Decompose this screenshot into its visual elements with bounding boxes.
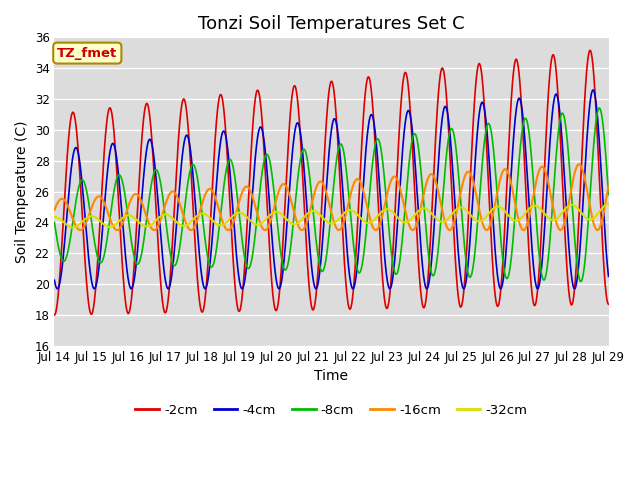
- -8cm: [385, 231, 393, 237]
- -32cm: [170, 216, 177, 222]
- Title: Tonzi Soil Temperatures Set C: Tonzi Soil Temperatures Set C: [198, 15, 465, 33]
- -4cm: [170, 259, 177, 265]
- -4cm: [205, 267, 213, 273]
- -2cm: [205, 241, 213, 247]
- -4cm: [589, 87, 596, 93]
- -32cm: [396, 216, 403, 222]
- -16cm: [396, 182, 403, 188]
- Text: TZ_fmet: TZ_fmet: [57, 47, 117, 60]
- Y-axis label: Soil Temperature (C): Soil Temperature (C): [15, 120, 29, 263]
- X-axis label: Time: Time: [314, 369, 348, 383]
- -16cm: [575, 161, 583, 167]
- -8cm: [396, 263, 403, 268]
- -2cm: [586, 48, 594, 53]
- -2cm: [385, 295, 393, 300]
- Legend: -2cm, -4cm, -8cm, -16cm, -32cm: -2cm, -4cm, -8cm, -16cm, -32cm: [130, 399, 533, 422]
- -2cm: [51, 312, 58, 318]
- -4cm: [164, 286, 172, 292]
- -4cm: [605, 274, 612, 279]
- -16cm: [605, 184, 612, 190]
- Line: -2cm: -2cm: [54, 50, 609, 315]
- -4cm: [552, 91, 560, 97]
- -16cm: [552, 218, 560, 224]
- -32cm: [51, 214, 58, 220]
- -32cm: [552, 216, 560, 222]
- -32cm: [605, 201, 612, 207]
- -32cm: [604, 201, 612, 207]
- -2cm: [169, 228, 177, 234]
- -16cm: [169, 189, 177, 194]
- -8cm: [595, 105, 603, 111]
- Line: -16cm: -16cm: [54, 164, 609, 230]
- -8cm: [205, 260, 213, 266]
- Line: -4cm: -4cm: [54, 90, 609, 289]
- Line: -8cm: -8cm: [54, 108, 609, 281]
- -8cm: [552, 157, 560, 163]
- -8cm: [605, 190, 612, 195]
- -8cm: [605, 192, 612, 198]
- -8cm: [169, 262, 177, 267]
- -8cm: [577, 278, 584, 284]
- -2cm: [396, 130, 403, 136]
- -16cm: [385, 182, 393, 188]
- -32cm: [69, 225, 77, 230]
- -16cm: [205, 186, 213, 192]
- -2cm: [604, 301, 612, 307]
- -4cm: [396, 194, 403, 200]
- -32cm: [205, 215, 213, 220]
- -4cm: [51, 277, 58, 283]
- -32cm: [386, 207, 394, 213]
- -16cm: [593, 227, 601, 233]
- -16cm: [51, 207, 58, 213]
- -4cm: [605, 272, 612, 278]
- -4cm: [386, 286, 394, 291]
- -2cm: [552, 65, 560, 71]
- -16cm: [605, 183, 612, 189]
- Line: -32cm: -32cm: [54, 204, 609, 228]
- -2cm: [605, 301, 612, 307]
- -8cm: [51, 219, 58, 225]
